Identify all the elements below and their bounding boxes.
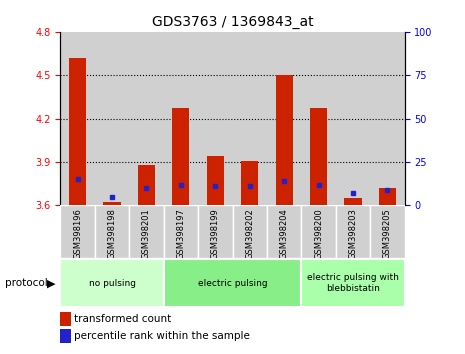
Text: GSM398196: GSM398196 <box>73 208 82 259</box>
Bar <box>301 205 336 258</box>
Bar <box>198 205 232 258</box>
Text: electric pulsing: electric pulsing <box>198 279 267 288</box>
Bar <box>232 205 267 258</box>
Bar <box>60 205 95 258</box>
Bar <box>198 32 232 205</box>
Text: GSM398205: GSM398205 <box>383 208 392 259</box>
Bar <box>301 32 336 205</box>
Bar <box>370 205 405 258</box>
Bar <box>301 259 405 307</box>
Bar <box>129 205 164 258</box>
Bar <box>172 108 190 205</box>
Bar <box>103 202 121 205</box>
Bar <box>95 32 129 205</box>
Bar <box>267 32 301 205</box>
Text: GSM398199: GSM398199 <box>211 208 220 259</box>
Text: GSM398201: GSM398201 <box>142 208 151 259</box>
Bar <box>336 205 370 258</box>
Bar <box>344 198 362 205</box>
Text: GSM398204: GSM398204 <box>279 208 289 259</box>
Bar <box>206 156 224 205</box>
Title: GDS3763 / 1369843_at: GDS3763 / 1369843_at <box>152 16 313 29</box>
Text: GSM398198: GSM398198 <box>107 208 117 259</box>
Text: percentile rank within the sample: percentile rank within the sample <box>74 331 250 341</box>
Bar <box>164 32 198 205</box>
Bar <box>164 259 301 307</box>
Bar <box>232 32 267 205</box>
Text: GSM398202: GSM398202 <box>245 208 254 259</box>
Bar <box>241 160 259 205</box>
Bar <box>336 32 370 205</box>
Bar <box>95 205 129 258</box>
Bar <box>379 188 396 205</box>
Text: GSM398203: GSM398203 <box>348 208 358 259</box>
Text: no pulsing: no pulsing <box>88 279 136 288</box>
Bar <box>60 259 164 307</box>
Bar <box>138 165 155 205</box>
Bar <box>310 108 327 205</box>
Text: transformed count: transformed count <box>74 314 172 324</box>
Text: GSM398197: GSM398197 <box>176 208 186 259</box>
Text: GSM398200: GSM398200 <box>314 208 323 259</box>
Text: ▶: ▶ <box>46 278 55 288</box>
Bar <box>267 205 301 258</box>
Bar <box>164 205 198 258</box>
Bar <box>69 58 86 205</box>
Bar <box>60 32 95 205</box>
Text: electric pulsing with
blebbistatin: electric pulsing with blebbistatin <box>307 274 399 293</box>
Text: protocol: protocol <box>5 278 47 288</box>
Bar <box>129 32 164 205</box>
Bar <box>276 75 293 205</box>
Bar <box>370 32 405 205</box>
